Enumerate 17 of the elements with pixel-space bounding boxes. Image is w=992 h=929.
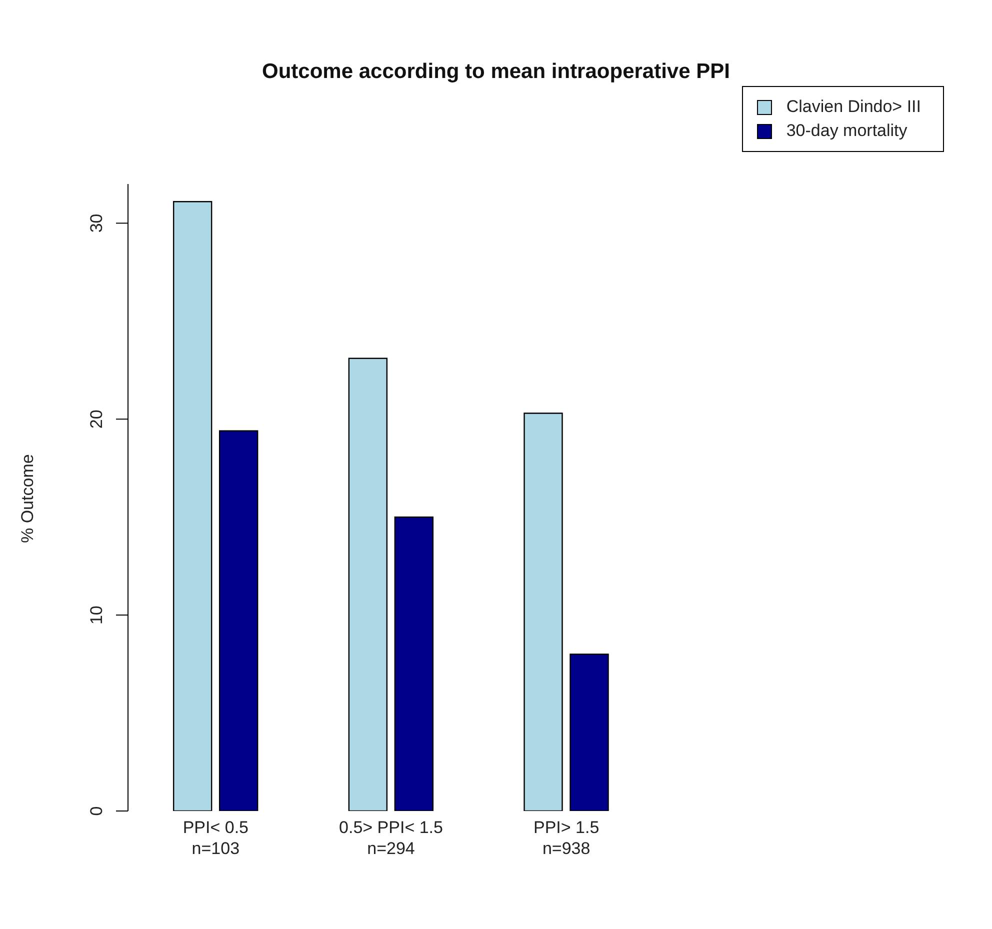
legend-label: 30-day mortality <box>786 121 908 141</box>
x-tick-label: PPI< 0.5 n=103 <box>182 818 249 858</box>
x-tick-label: 0.5> PPI< 1.5 n=294 <box>339 818 443 858</box>
y-tick-label: 0 <box>87 806 106 816</box>
bar <box>348 358 388 811</box>
chart-title: Outcome according to mean intraoperative PPI <box>261 60 731 84</box>
bar <box>524 412 563 811</box>
bar <box>394 516 434 811</box>
y-tick-label: 20 <box>87 410 106 429</box>
legend-label: Clavien Dindo> III <box>786 97 921 117</box>
bar <box>172 201 212 811</box>
y-tick-label: 10 <box>87 606 106 625</box>
y-axis-title: % Outcome <box>18 454 37 543</box>
bar <box>218 430 258 811</box>
x-tick-label: PPI> 1.5 n=938 <box>533 818 600 858</box>
y-tick-label: 30 <box>87 214 106 233</box>
bar <box>570 654 609 811</box>
